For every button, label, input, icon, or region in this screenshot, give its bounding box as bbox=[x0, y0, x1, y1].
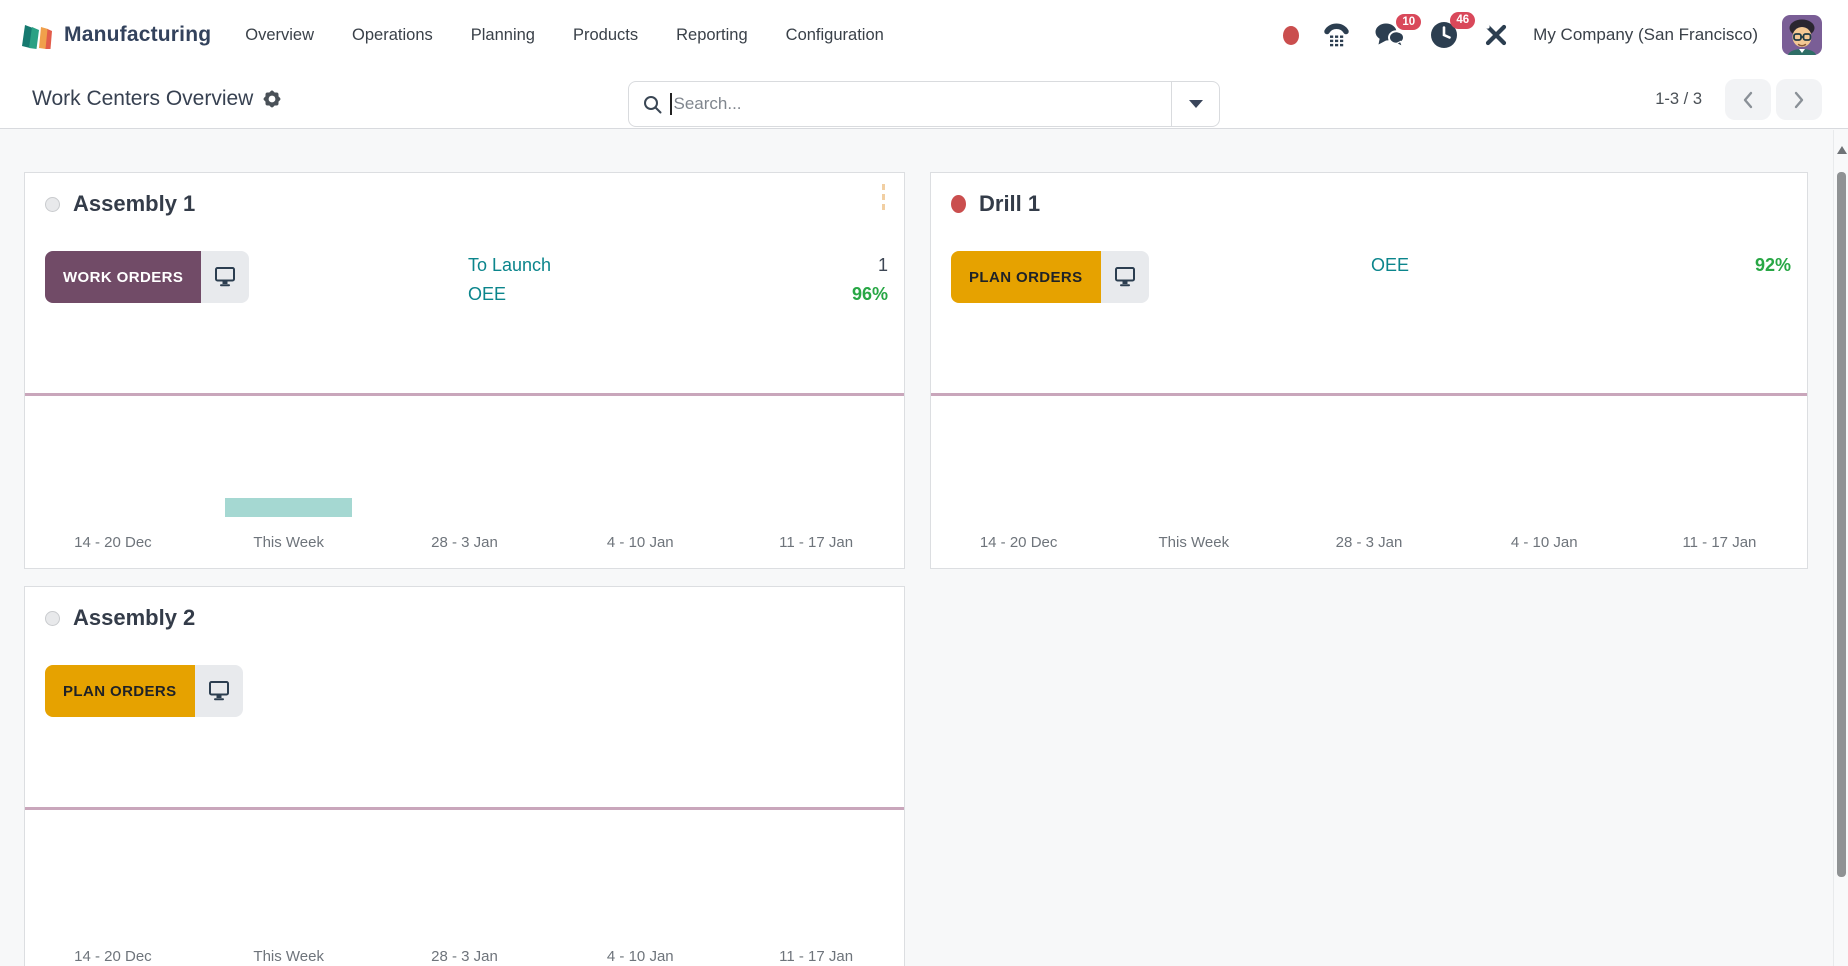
nav-item-planning[interactable]: Planning bbox=[470, 25, 535, 44]
week-label: 14 - 20 Dec bbox=[979, 534, 1058, 551]
activities-menu[interactable]: 46 bbox=[1429, 12, 1476, 50]
caret-down-icon bbox=[1188, 100, 1203, 108]
plan-orders-button[interactable]: PLAN ORDERS bbox=[45, 665, 195, 717]
load-chart: 14 - 20 Dec This Week 28 - 3 Jan 4 - 10 … bbox=[931, 393, 1807, 568]
chat-bubbles-icon bbox=[1375, 23, 1406, 48]
app-logo[interactable]: Manufacturing bbox=[18, 19, 211, 51]
pager-next-button[interactable] bbox=[1776, 79, 1822, 120]
workcenter-stats: To Launch 1 OEE 96% bbox=[468, 251, 888, 309]
week-label: 4 - 10 Jan bbox=[606, 534, 674, 551]
monitor-icon bbox=[215, 267, 236, 287]
stat-label-to-launch[interactable]: To Launch bbox=[468, 255, 552, 275]
week-label: 14 - 20 Dec bbox=[74, 534, 152, 551]
workcenter-screen-button[interactable] bbox=[194, 665, 243, 717]
work-orders-button[interactable]: WORK ORDERS bbox=[45, 251, 202, 303]
vertical-scrollbar[interactable] bbox=[1833, 130, 1848, 966]
chevron-right-icon bbox=[1794, 91, 1804, 108]
top-navbar: Manufacturing Overview Operations Planni… bbox=[0, 0, 1848, 70]
messages-badge: 10 bbox=[1396, 13, 1422, 31]
workcenter-card-drill-1: Drill 1 PLAN ORDERS OEE bbox=[930, 172, 1808, 569]
scrollbar-thumb[interactable] bbox=[1836, 172, 1846, 877]
page-title: Work Centers Overview bbox=[32, 87, 254, 110]
load-chart: 14 - 20 Dec This Week 28 - 3 Jan 4 - 10 … bbox=[25, 807, 904, 966]
stat-label-oee[interactable]: OEE bbox=[468, 284, 507, 304]
week-label: 28 - 3 Jan bbox=[431, 534, 498, 551]
week-label: 11 - 17 Jan bbox=[779, 948, 854, 965]
search-dropdown-toggle[interactable] bbox=[1171, 82, 1219, 126]
stat-value-oee[interactable]: 92% bbox=[1754, 255, 1791, 275]
manufacturing-app-icon bbox=[22, 25, 52, 49]
status-indicator-dot bbox=[1283, 25, 1300, 45]
messages-menu[interactable]: 10 bbox=[1374, 13, 1422, 49]
stat-row: To Launch 1 bbox=[468, 251, 888, 280]
stat-value-to-launch[interactable]: 1 bbox=[877, 255, 888, 275]
workcenter-screen-button[interactable] bbox=[201, 251, 250, 303]
load-chart: 14 - 20 Dec This Week 28 - 3 Jan 4 - 10 … bbox=[25, 393, 904, 568]
week-label: 11 - 17 Jan bbox=[1682, 534, 1757, 551]
pager-range: 1-3 / 3 bbox=[1655, 90, 1702, 108]
week-label: 4 - 10 Jan bbox=[606, 948, 674, 965]
search-input[interactable] bbox=[671, 94, 1171, 114]
pager: 1-3 / 3 bbox=[1655, 79, 1822, 120]
text-cursor bbox=[670, 93, 672, 115]
load-bar-this-week bbox=[225, 498, 352, 517]
nav-item-products[interactable]: Products bbox=[572, 25, 639, 44]
stat-row: OEE 96% bbox=[468, 280, 888, 309]
workcenter-stats: OEE 92% bbox=[1371, 251, 1791, 280]
workcenter-title: Assembly 2 bbox=[73, 605, 196, 630]
workcenter-status-dot[interactable] bbox=[45, 196, 60, 212]
workcenter-kanban: Assembly 1 WORK ORDERS To bbox=[0, 129, 1848, 966]
kanban-menu-icon[interactable] bbox=[882, 184, 885, 210]
week-label: 11 - 17 Jan bbox=[779, 534, 854, 551]
search-bar bbox=[628, 81, 1220, 127]
week-label: 14 - 20 Dec bbox=[74, 948, 152, 965]
workcenter-title: Drill 1 bbox=[979, 191, 1041, 216]
tools-icon[interactable] bbox=[1483, 22, 1509, 48]
workcenter-card-assembly-2: Assembly 2 PLAN ORDERS bbox=[24, 586, 905, 966]
nav-item-configuration[interactable]: Configuration bbox=[785, 25, 884, 44]
week-label: 4 - 10 Jan bbox=[1510, 534, 1578, 551]
pager-previous-button[interactable] bbox=[1725, 79, 1771, 120]
company-switcher[interactable]: My Company (San Francisco) bbox=[1533, 25, 1758, 44]
workcenter-card-assembly-1: Assembly 1 WORK ORDERS To bbox=[24, 172, 905, 569]
softphone-icon[interactable] bbox=[1323, 22, 1350, 49]
week-label: 28 - 3 Jan bbox=[1335, 534, 1403, 551]
workcenter-title: Assembly 1 bbox=[73, 191, 196, 216]
monitor-icon bbox=[208, 681, 229, 701]
nav-item-reporting[interactable]: Reporting bbox=[676, 25, 748, 44]
workcenter-screen-button[interactable] bbox=[1100, 251, 1149, 303]
week-label: This Week bbox=[1158, 534, 1230, 551]
stat-row: OEE 92% bbox=[1371, 251, 1791, 280]
chevron-left-icon bbox=[1743, 91, 1753, 108]
workcenter-status-dot[interactable] bbox=[951, 195, 966, 213]
workcenter-status-dot[interactable] bbox=[45, 610, 60, 626]
app-menu: Overview Operations Planning Products Re… bbox=[245, 26, 884, 45]
nav-item-operations[interactable]: Operations bbox=[352, 25, 433, 44]
control-panel: Work Centers Overview bbox=[0, 70, 1848, 129]
app-name[interactable]: Manufacturing bbox=[64, 23, 212, 46]
scroll-up-arrow-icon[interactable] bbox=[1837, 146, 1847, 154]
stat-value-oee[interactable]: 96% bbox=[851, 284, 888, 304]
search-icon bbox=[643, 95, 662, 114]
view-gear-icon[interactable] bbox=[263, 90, 281, 108]
week-label: 28 - 3 Jan bbox=[431, 948, 498, 965]
week-label: This Week bbox=[253, 534, 324, 551]
plan-orders-button[interactable]: PLAN ORDERS bbox=[951, 251, 1101, 303]
activities-badge: 46 bbox=[1450, 12, 1476, 29]
clock-icon bbox=[1431, 22, 1458, 48]
systray: 10 46 My Company (San Francisco) bbox=[1283, 12, 1822, 55]
week-label: This Week bbox=[253, 948, 324, 965]
user-avatar[interactable] bbox=[1782, 15, 1822, 55]
nav-item-overview[interactable]: Overview bbox=[245, 25, 315, 44]
stat-label-oee[interactable]: OEE bbox=[1371, 255, 1410, 275]
monitor-icon bbox=[1114, 267, 1135, 287]
